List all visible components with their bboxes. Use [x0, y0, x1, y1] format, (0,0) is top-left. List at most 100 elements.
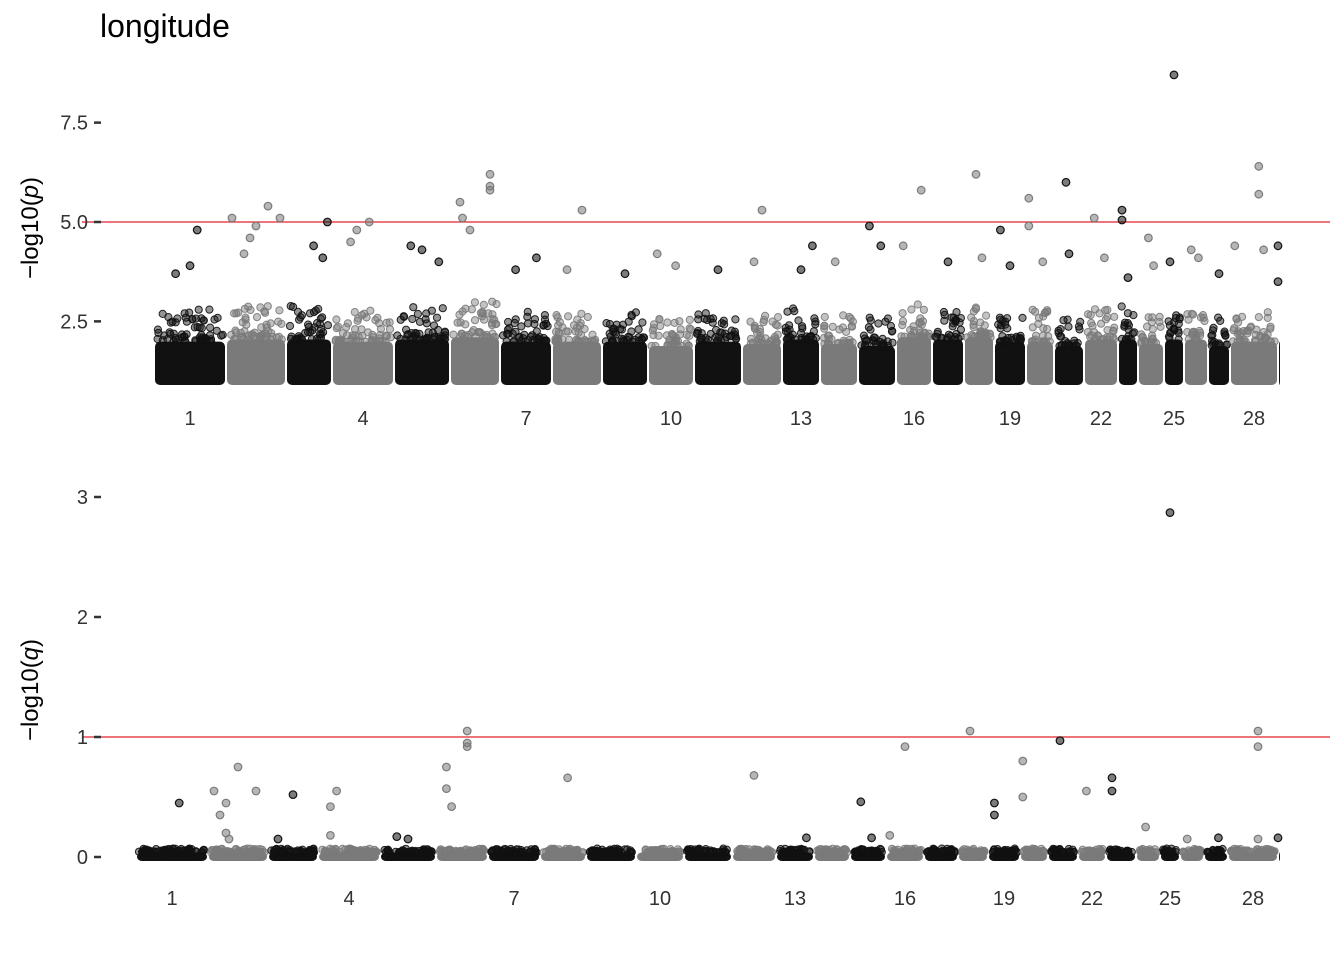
snp-point [285, 321, 295, 331]
snp-point-outlier [485, 169, 495, 179]
snp-point [1164, 317, 1173, 326]
snp-point-outlier [562, 265, 572, 275]
snp-point [384, 847, 393, 856]
x-tick-label: 7 [520, 408, 531, 430]
snp-point [1239, 336, 1248, 345]
snp-point-outlier [215, 810, 225, 820]
snp-point [707, 848, 716, 857]
snp-point [267, 846, 276, 855]
snp-point [899, 848, 908, 857]
snp-point-outlier [288, 790, 298, 799]
snp-point [980, 321, 989, 330]
snp-point [551, 337, 560, 346]
chromosome-5-dense-band [395, 339, 449, 385]
snp-point [655, 315, 664, 324]
snp-point-outlier [1055, 736, 1065, 745]
chromosome-25-dense-band [1165, 339, 1183, 385]
snp-point-outlier [185, 261, 195, 271]
snp-point [199, 846, 209, 855]
snp-point-outlier [1169, 70, 1179, 80]
x-tick-label: 16 [903, 408, 925, 430]
chromosome-29-dense-band [1279, 852, 1280, 861]
chromosome-16-dense-band [897, 337, 931, 385]
snp-point [185, 308, 194, 317]
snp-point [391, 847, 400, 856]
snp-point [411, 846, 420, 856]
snp-point [605, 329, 614, 338]
snp-point [874, 319, 883, 328]
snp-point [461, 304, 470, 313]
snp-point [477, 848, 486, 857]
snp-point [231, 845, 240, 855]
snp-point [754, 334, 763, 343]
snp-point [376, 331, 385, 340]
snp-point [967, 313, 976, 322]
snp-point-outlier [273, 834, 283, 844]
chromosome-23-points [1105, 845, 1136, 861]
chromosome-12-dense-band [743, 343, 781, 385]
snp-point [1171, 846, 1181, 855]
snp-point [1100, 335, 1109, 344]
chromosome-16-points [897, 300, 934, 385]
snp-point-outlier [1273, 833, 1283, 843]
snp-point [684, 341, 693, 350]
snp-point-outlier [1081, 786, 1091, 796]
snp-point [351, 847, 360, 856]
chromosome-29-points [1279, 341, 1280, 385]
snp-point [907, 305, 916, 314]
chromosome-14-points [813, 844, 852, 861]
chromosome-26-points [1179, 844, 1206, 861]
snp-point [461, 320, 470, 329]
snp-point [824, 339, 834, 348]
chromosome-14-dense-band [821, 343, 857, 385]
snp-point [611, 330, 621, 339]
snp-point-outlier [563, 773, 572, 783]
chromosome-17-dense-band [933, 339, 963, 385]
chromosome-28-dense-band [1231, 341, 1277, 385]
snp-point [805, 847, 814, 857]
chromosome-15-dense-band [859, 346, 895, 385]
snp-point [1041, 308, 1050, 317]
snp-point [848, 317, 858, 326]
snp-point [297, 335, 307, 344]
snp-point [1056, 332, 1065, 341]
snp-point-outlier [462, 742, 472, 751]
x-tick-label: 25 [1163, 408, 1185, 430]
snp-point [731, 315, 740, 324]
snp-point [435, 847, 444, 856]
snp-point [1222, 340, 1231, 350]
snp-point [1139, 847, 1148, 856]
chromosome-20-dense-band [1027, 341, 1053, 385]
snp-point [1263, 313, 1272, 322]
snp-point [420, 335, 429, 344]
snp-point-outlier [1117, 205, 1127, 215]
chromosome-8-dense-band [553, 341, 601, 385]
snp-point [334, 336, 343, 345]
snp-point [421, 315, 430, 324]
snp-point [1220, 329, 1229, 338]
snp-point [630, 335, 640, 344]
snp-point [455, 847, 464, 856]
snp-point-outlier [1038, 257, 1048, 267]
chromosome-12-points [733, 844, 777, 861]
snp-point [313, 319, 322, 328]
snp-point [257, 323, 266, 332]
snp-point [184, 845, 193, 854]
snp-point-outlier [442, 784, 451, 793]
snp-point [169, 329, 178, 338]
snp-point-outlier [1254, 161, 1264, 171]
snp-point [580, 324, 589, 334]
snp-point [798, 322, 807, 331]
x-tick-label: 13 [790, 408, 812, 430]
snp-point [1128, 329, 1137, 338]
snp-point-outlier [346, 237, 356, 247]
snp-point [338, 329, 348, 338]
snp-point [351, 331, 360, 340]
snp-point-outlier [227, 213, 237, 223]
snp-point [402, 325, 411, 334]
snp-point [638, 335, 647, 344]
snp-point [240, 327, 249, 336]
snp-point-outlier [1099, 253, 1109, 263]
snp-point [617, 334, 626, 343]
snp-point [772, 337, 781, 346]
